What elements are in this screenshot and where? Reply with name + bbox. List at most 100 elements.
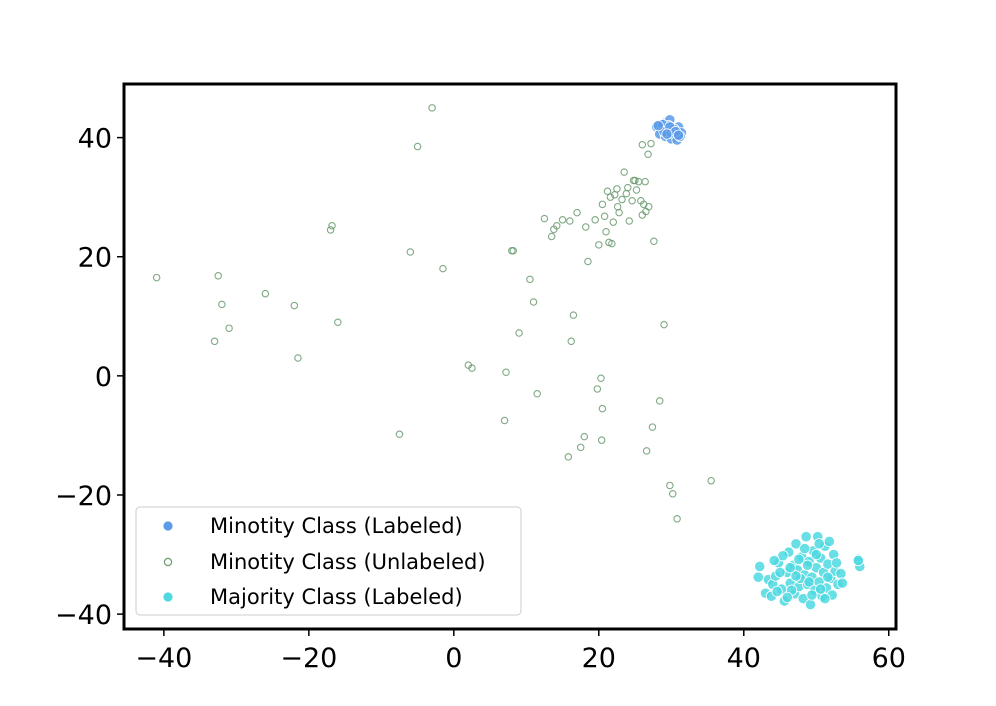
unlabeled-point	[597, 374, 605, 382]
unlabeled-point	[582, 223, 590, 231]
unlabeled-point	[609, 218, 618, 226]
unlabeled-point	[595, 241, 603, 249]
unlabeled-point	[526, 275, 534, 284]
unlabeled-point	[566, 217, 574, 225]
y-tick-label: 0	[95, 362, 112, 393]
x-tick-label: 40	[727, 643, 761, 674]
unlabeled-point	[326, 226, 335, 234]
unlabeled-point	[261, 289, 270, 298]
majority-labeled-point	[815, 583, 827, 595]
unlabeled-point	[593, 385, 602, 393]
minority-labeled-point	[661, 128, 673, 140]
x-axis: −40 −20 0 20 40 60	[135, 629, 906, 674]
unlabeled-point	[600, 212, 609, 220]
unlabeled-point	[608, 239, 616, 248]
unlabeled-point	[225, 324, 233, 332]
unlabeled-point	[632, 186, 641, 194]
unlabeled-point	[502, 368, 510, 377]
unlabeled-point	[218, 300, 226, 309]
unlabeled-point	[413, 142, 422, 151]
majority-labeled-point	[777, 550, 789, 562]
unlabeled-point	[628, 196, 636, 205]
majority-labeled-point	[801, 559, 814, 571]
y-axis: −40 −20 0 20 40	[55, 124, 124, 631]
majority-labeled-point	[804, 598, 817, 611]
y-tick-label: 40	[78, 124, 112, 155]
majority-labeled-point	[810, 548, 822, 561]
legend-marker-minority-unlabeled	[163, 557, 173, 567]
majority-labeled-point	[768, 554, 780, 567]
unlabeled-point	[631, 176, 639, 185]
unlabeled-point	[439, 264, 447, 273]
unlabeled-point	[580, 432, 589, 441]
unlabeled-point	[602, 227, 610, 236]
x-tick-label: 60	[872, 643, 906, 674]
unlabeled-point	[647, 139, 655, 148]
majority-labeled-point	[835, 568, 847, 580]
majority-labeled-point	[793, 553, 805, 565]
unlabeled-point	[606, 193, 615, 201]
unlabeled-point	[644, 150, 652, 159]
unlabeled-point	[641, 177, 649, 186]
y-tick-label: −40	[55, 600, 112, 631]
x-tick-label: 0	[445, 643, 462, 674]
unlabeled-point	[618, 195, 626, 204]
legend-marker-majority-labeled	[162, 591, 174, 603]
majority-labeled-point	[799, 542, 811, 555]
series-0	[651, 114, 688, 146]
majority-labeled-point	[852, 554, 864, 567]
unlabeled-point	[468, 364, 476, 372]
unlabeled-point	[428, 104, 436, 112]
minority-labeled-point	[652, 120, 664, 132]
legend-label-minority-labeled: Minotity Class (Labeled)	[210, 514, 463, 538]
unlabeled-point	[645, 202, 653, 211]
x-tick-label: −20	[280, 643, 337, 674]
majority-labeled-point	[774, 566, 786, 579]
plot-frame	[122, 82, 898, 631]
majority-labeled-point	[790, 538, 802, 550]
unlabeled-point	[591, 216, 599, 224]
legend-label-minority-unlabeled: Minotity Class (Unlabeled)	[210, 550, 486, 574]
majority-labeled-point	[800, 531, 812, 543]
series-2	[752, 531, 866, 611]
unlabeled-point	[576, 443, 585, 452]
majority-labeled-point	[790, 570, 802, 582]
legend-box	[135, 506, 522, 616]
majority-labeled-point	[784, 562, 796, 574]
unlabeled-point	[650, 237, 658, 245]
series-1	[152, 104, 715, 523]
unlabeled-point	[666, 481, 674, 490]
unlabeled-point	[328, 222, 336, 230]
unlabeled-point	[603, 187, 612, 195]
unlabeled-point	[210, 337, 219, 346]
majority-labeled-point	[836, 577, 848, 589]
unlabeled-point	[214, 272, 222, 280]
unlabeled-point	[547, 232, 556, 241]
majority-labeled-point	[781, 591, 793, 604]
majority-labeled-point	[822, 571, 834, 583]
unlabeled-point	[642, 447, 651, 455]
unlabeled-point	[584, 257, 592, 266]
majority-labeled-point	[813, 538, 825, 550]
unlabeled-point	[294, 354, 302, 362]
unlabeled-point	[598, 404, 607, 413]
majority-labeled-point	[823, 535, 835, 548]
unlabeled-point	[395, 430, 404, 438]
majority-labeled-point	[803, 576, 815, 588]
unlabeled-point	[648, 423, 657, 431]
unlabeled-point	[613, 185, 621, 193]
unlabeled-point	[152, 273, 161, 282]
y-tick-label: −20	[55, 481, 112, 512]
unlabeled-point	[553, 222, 561, 230]
unlabeled-point	[615, 208, 623, 217]
majority-labeled-point	[806, 589, 818, 601]
minority-labeled-point	[672, 129, 685, 141]
unlabeled-point	[620, 168, 628, 176]
unlabeled-point	[406, 248, 415, 256]
unlabeled-point	[707, 476, 715, 485]
unlabeled-point	[668, 490, 677, 498]
unlabeled-point	[655, 397, 664, 405]
unlabeled-point	[500, 416, 509, 425]
unlabeled-point	[569, 311, 578, 319]
unlabeled-point	[660, 320, 668, 329]
